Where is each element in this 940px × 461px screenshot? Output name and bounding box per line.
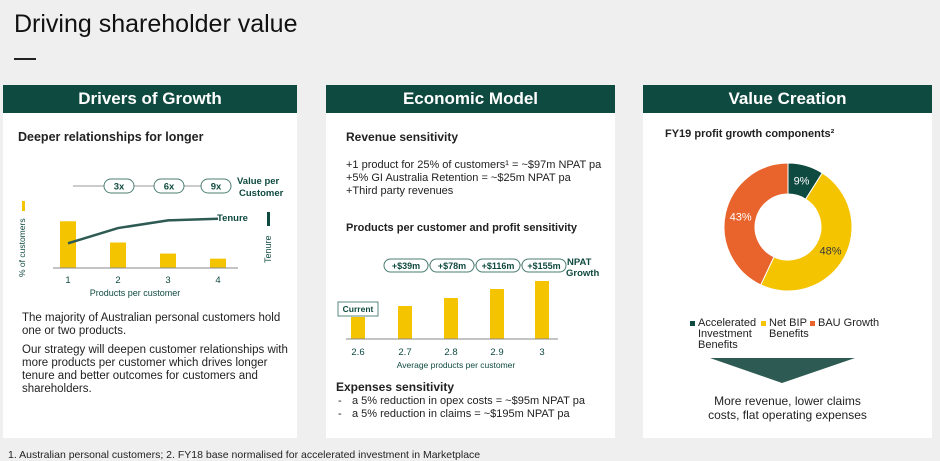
econ-bar — [398, 306, 412, 339]
donut-value-label: 9% — [794, 175, 810, 187]
current-label: Current — [343, 304, 374, 314]
drivers-x-tick: 2 — [115, 275, 120, 286]
increment-label: +$78m — [438, 261, 466, 271]
value-per-label: Value per — [237, 176, 280, 187]
exp-title: Expenses sensitivity — [336, 380, 455, 394]
drivers-bar — [160, 253, 176, 268]
econ-chart: +$39m +$78m +$116m +$155m NPAT Growth Curre… — [337, 257, 599, 370]
econ-x-tick: 3 — [539, 347, 544, 358]
donut-slice — [760, 172, 853, 292]
econ-bar — [444, 298, 458, 339]
drivers-x-tick: 1 — [65, 275, 70, 286]
y-axis-marker — [22, 201, 25, 211]
exp-lines: -a 5% reduction in opex costs = ~$95m NP… — [338, 395, 585, 421]
donut-value-label: 43% — [730, 211, 752, 223]
increment-pill — [475, 258, 521, 273]
drivers-x-axis-label: Products per customer — [90, 288, 181, 298]
tenure-axis-marker — [267, 212, 270, 226]
drivers-header: Drivers of Growth — [3, 85, 297, 113]
exp-line: -a 5% reduction in opex costs = ~$95m NP… — [338, 395, 585, 407]
increment-label: +$39m — [392, 261, 420, 271]
drivers-x-tick: 3 — [165, 275, 170, 286]
rev-line: +1 product for 25% of customers¹ = ~$97m… — [346, 159, 602, 171]
econ-header: Economic Model — [326, 85, 615, 113]
multiplier-label: 3x — [114, 182, 125, 193]
value-header: Value Creation — [643, 85, 932, 113]
increment-label: +$116m — [482, 261, 515, 271]
footer-note: 1. Australian personal customers; 2. FY1… — [8, 449, 481, 461]
drivers-bar — [60, 221, 76, 268]
current-box — [337, 301, 379, 317]
multiplier-pill — [153, 178, 185, 194]
customer-label: Customer — [239, 188, 284, 199]
tenure-line-label: Tenure — [217, 213, 248, 224]
value-conclusion: More revenue, lower claims costs, flat o… — [708, 394, 867, 422]
npat-label: NPAT — [567, 257, 592, 268]
increment-pill — [383, 258, 429, 273]
increment-label: +$155m — [527, 261, 560, 271]
econ-bar — [490, 289, 504, 339]
legend-swatch — [761, 320, 766, 326]
drivers-text-1: The majority of Australian personal cust… — [22, 312, 281, 337]
tenure-axis-label: Tenure — [263, 235, 273, 263]
tenure-line — [67, 217, 219, 245]
ppc-title: Products per customer and profit sensiti… — [346, 222, 578, 234]
legend-item-net-bip: Net BIP Benefits — [761, 318, 809, 340]
econ-x-tick: 2.9 — [490, 347, 503, 358]
legend-swatch — [810, 320, 815, 326]
multiplier-pill — [200, 178, 232, 194]
drivers-panel — [3, 85, 297, 438]
drivers-y-axis-label: % of customers — [17, 218, 27, 277]
drivers-subtitle: Deeper relationships for longer — [18, 130, 204, 144]
rev-line: +Third party revenues — [346, 185, 454, 197]
drivers-chart: 3x 6x 9x Value per Customer Tenure Tenure … — [17, 176, 284, 298]
value-donut-chart: 9% 48% 43% — [723, 162, 853, 292]
econ-x-tick: 2.8 — [444, 347, 457, 358]
rev-title: Revenue sensitivity — [346, 130, 459, 144]
down-arrow — [710, 358, 855, 383]
rev-lines: +1 product for 25% of customers¹ = ~$97m… — [346, 159, 601, 198]
drivers-bar — [110, 242, 126, 268]
econ-bar — [351, 317, 365, 339]
multiplier-label: 6x — [164, 182, 175, 193]
drivers-bar — [210, 258, 226, 268]
econ-bar — [535, 281, 549, 339]
exp-line: -a 5% reduction in claims = ~$195m NPAT … — [338, 408, 570, 420]
rev-line: +5% GI Australia Retention = ~$25m NPAT … — [346, 172, 571, 184]
legend-item-bau: BAU Growth — [810, 318, 879, 329]
donut-slice — [723, 162, 789, 286]
legend-item-accelerated: Accelerated Investment Benefits — [690, 318, 756, 351]
increment-pill — [429, 258, 475, 273]
growth-label: Growth — [566, 268, 599, 279]
multiplier-pill — [103, 178, 135, 194]
econ-x-axis-label: Average products per customer — [397, 360, 516, 370]
drivers-text-2: Our strategy will deepen customer relati… — [22, 344, 288, 395]
econ-x-tick: 2.7 — [398, 347, 411, 358]
title-rule — [14, 58, 36, 60]
drivers-x-tick: 4 — [215, 275, 220, 286]
donut-value-label: 48% — [819, 245, 841, 257]
value-subtitle: FY19 profit growth components² — [665, 128, 835, 140]
multiplier-label: 9x — [211, 182, 222, 193]
page-title: Driving shareholder value — [14, 10, 298, 38]
econ-x-tick: 2.6 — [351, 347, 364, 358]
increment-pill — [521, 258, 567, 273]
legend-swatch — [690, 320, 695, 326]
